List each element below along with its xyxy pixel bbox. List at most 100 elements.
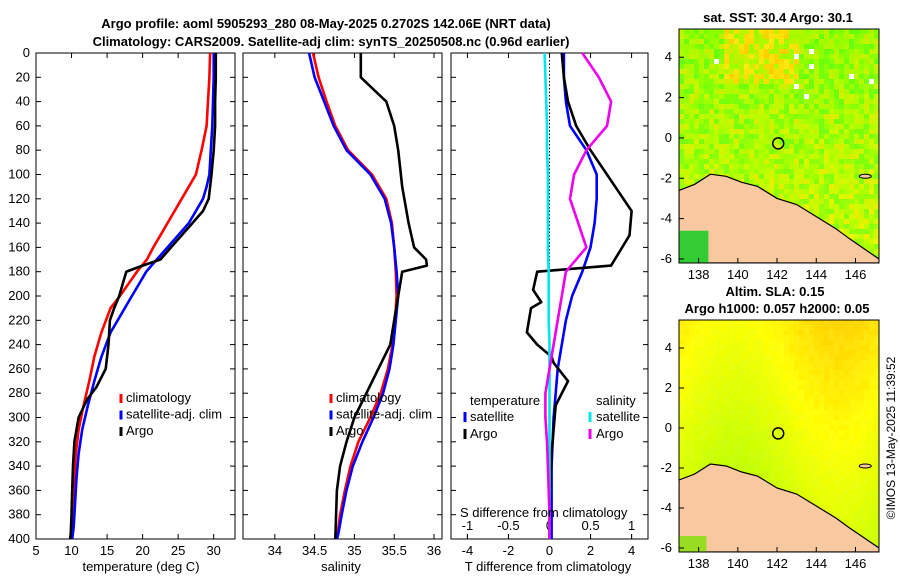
map-cell xyxy=(709,430,715,436)
map-cell xyxy=(764,460,770,466)
map-cell xyxy=(704,400,710,406)
map-cell xyxy=(744,39,750,45)
map-cell xyxy=(824,475,830,481)
map-cell xyxy=(684,380,690,386)
map-cell xyxy=(699,365,705,371)
map-cell xyxy=(874,455,879,461)
map-cell xyxy=(704,159,710,165)
map-cell xyxy=(799,465,805,471)
map-cell xyxy=(689,415,695,421)
map-cell xyxy=(719,139,725,145)
map-cell xyxy=(874,64,879,70)
map-cell xyxy=(819,139,825,145)
map-cell xyxy=(709,450,715,456)
map-cell xyxy=(729,149,735,155)
map-cell xyxy=(839,510,845,516)
series-line-t-argo xyxy=(525,52,633,539)
map-cell xyxy=(739,174,745,180)
map-cell xyxy=(689,154,695,160)
map-cell xyxy=(809,435,815,441)
map-cell xyxy=(684,385,690,391)
map-cell xyxy=(799,405,805,411)
map-cell xyxy=(804,194,810,200)
y-tick-label: 180 xyxy=(8,264,30,279)
map-cell xyxy=(849,124,855,130)
map-cell xyxy=(744,400,750,406)
map-cell xyxy=(854,365,860,371)
map-cell xyxy=(804,435,810,441)
map-cell xyxy=(864,39,870,45)
map-cell xyxy=(874,39,879,45)
map-cell xyxy=(709,109,715,115)
map-cell xyxy=(814,84,820,90)
map-cell xyxy=(764,340,770,346)
map-cell xyxy=(874,209,879,215)
map-cell xyxy=(679,54,685,60)
map-cell xyxy=(824,440,830,446)
map-cell xyxy=(844,214,850,220)
map-cell xyxy=(874,375,879,381)
y-tick-label: 400 xyxy=(8,531,30,546)
map-cell xyxy=(764,109,770,115)
map-cell xyxy=(819,450,825,456)
map-cell xyxy=(744,104,750,110)
map-cell xyxy=(714,435,720,441)
map-cell xyxy=(854,134,860,140)
map-cell xyxy=(729,455,735,461)
map-cell xyxy=(849,370,855,376)
map-cell xyxy=(839,44,845,50)
map-cell xyxy=(794,445,800,451)
map-cell xyxy=(739,335,745,341)
map-cell xyxy=(679,169,685,175)
map-cell xyxy=(829,104,835,110)
map-cell xyxy=(734,84,740,90)
map-cell xyxy=(734,415,740,421)
map-x-tick-label: 146 xyxy=(845,267,867,282)
map-cell xyxy=(819,214,825,220)
map-cell xyxy=(799,485,805,491)
map-cell xyxy=(739,385,745,391)
map-cell xyxy=(774,84,780,90)
map-cell xyxy=(734,134,740,140)
map-cell xyxy=(854,525,860,531)
map-cell xyxy=(849,405,855,411)
map-cell xyxy=(704,385,710,391)
map-cell xyxy=(849,109,855,115)
map-cell xyxy=(754,29,760,35)
map-cell xyxy=(819,465,825,471)
map-cell xyxy=(689,355,695,361)
map-cell xyxy=(839,440,845,446)
map-cell xyxy=(744,365,750,371)
map-cell xyxy=(719,445,725,451)
map-cell xyxy=(734,430,740,436)
legend-label-t-argo: Argo xyxy=(470,426,497,441)
map-cell xyxy=(769,385,775,391)
map-cell xyxy=(804,44,810,50)
map-cell xyxy=(874,450,879,456)
map-cell xyxy=(789,335,795,341)
map-cell xyxy=(809,375,815,381)
map-cell xyxy=(824,144,830,150)
map-cell xyxy=(794,400,800,406)
map-x-tick-label: 144 xyxy=(805,267,827,282)
map-cell xyxy=(774,124,780,130)
map-cell xyxy=(844,420,850,426)
map-cell xyxy=(769,400,775,406)
map-cell xyxy=(694,395,700,401)
map-cell xyxy=(739,440,745,446)
map-cell xyxy=(799,114,805,120)
map-cell xyxy=(819,495,825,501)
map-cell xyxy=(869,465,875,471)
map-cell xyxy=(749,74,755,80)
map-cell xyxy=(759,325,765,331)
map-cell xyxy=(709,59,715,65)
map-cell xyxy=(864,380,870,386)
map-cell xyxy=(864,345,870,351)
map-cell xyxy=(784,154,790,160)
map-cell xyxy=(789,485,795,491)
map-cell xyxy=(804,84,810,90)
map-cell xyxy=(824,209,830,215)
map-cell xyxy=(779,405,785,411)
map-cell xyxy=(729,395,735,401)
map-cell xyxy=(824,445,830,451)
